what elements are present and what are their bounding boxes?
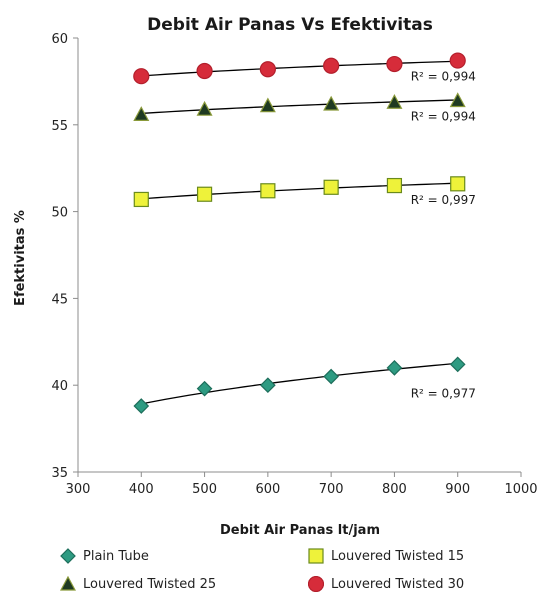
legend-label: Plain Tube	[83, 548, 149, 564]
y-tick-label: 60	[51, 32, 68, 47]
trendline	[141, 99, 458, 115]
trendline	[141, 60, 458, 77]
x-axis-label: Debit Air Panas lt/jam	[220, 523, 380, 538]
legend-marker-shape	[308, 548, 324, 564]
data-point-triangle	[259, 97, 276, 113]
legend-marker-shape	[60, 576, 76, 591]
trendline	[141, 362, 458, 405]
y-tick-label: 35	[51, 466, 68, 481]
legend-item: Louvered Twisted 25	[60, 576, 216, 592]
legend-label: Louvered Twisted 30	[331, 576, 465, 592]
legend-marker-shape	[60, 548, 76, 564]
data-point-circle	[196, 62, 213, 80]
data-point-triangle	[449, 92, 466, 108]
chart-title: Debit Air Panas Vs Efektivitas	[147, 15, 433, 35]
x-tick-label: 600	[255, 482, 280, 497]
data-point-triangle	[196, 100, 213, 116]
x-tick-label: 400	[129, 482, 154, 497]
y-tick-label: 45	[51, 292, 68, 307]
legend-label: Louvered Twisted 15	[331, 548, 465, 564]
trendlines	[141, 60, 458, 405]
legend-marker	[308, 548, 324, 564]
y-tick-label: 50	[51, 206, 68, 221]
y-axis-label: Efektivitas %	[13, 210, 28, 306]
data-point-diamond	[386, 359, 403, 376]
data-point-circle	[259, 61, 276, 78]
x-tick-label: 300	[66, 482, 91, 497]
r-squared-label: R² = 0,994	[411, 70, 476, 84]
data-point-triangle	[323, 95, 340, 111]
data-point-circle	[323, 57, 340, 74]
data-point-diamond	[323, 368, 339, 385]
legend-item: Plain Tube	[60, 548, 149, 564]
markers	[133, 52, 466, 414]
data-point-square	[196, 186, 213, 202]
data-point-diamond	[196, 380, 213, 397]
r-squared-label: R² = 0,997	[411, 193, 476, 207]
data-point-triangle	[386, 93, 403, 109]
data-point-diamond	[449, 356, 466, 373]
x-tick-label: 1000	[504, 482, 537, 497]
legend-label: Louvered Twisted 25	[83, 576, 217, 592]
legend-marker	[60, 548, 76, 564]
legend-item: Louvered Twisted 15	[308, 548, 464, 564]
data-point-diamond	[260, 377, 276, 394]
legend-marker	[60, 576, 76, 591]
trendline	[141, 182, 458, 200]
axes: 300 400 500 600 700 800 900 1000 35 40 45 50 55 60	[51, 32, 537, 497]
data-point-square	[323, 179, 339, 195]
data-point-circle	[449, 52, 466, 69]
data-point-square	[260, 183, 276, 199]
y-tick-label: 55	[51, 119, 68, 134]
x-tick-label: 900	[445, 482, 470, 497]
data-point-diamond	[133, 398, 150, 414]
data-point-triangle	[133, 106, 150, 121]
x-tick-label: 700	[319, 482, 344, 497]
data-point-circle	[386, 55, 403, 73]
legend-marker	[308, 576, 324, 592]
r2-labels: R² = 0,977 R² = 0,997 R² = 0,994 R² = 0,994	[411, 70, 476, 401]
r-squared-label: R² = 0,994	[411, 109, 476, 123]
legend-marker-shape	[308, 576, 324, 592]
data-point-square	[133, 191, 149, 208]
y-tick-label: 40	[51, 379, 68, 394]
legend-item: Louvered Twisted 30	[308, 576, 464, 592]
x-tick-label: 800	[382, 482, 407, 497]
legend: Plain Tube Louvered Twisted 15 Louvered Tw…	[60, 548, 540, 596]
data-point-square	[386, 177, 403, 194]
r-squared-label: R² = 0,977	[411, 386, 476, 400]
data-point-circle	[133, 68, 150, 85]
x-tick-label: 500	[192, 482, 217, 497]
data-point-square	[450, 176, 466, 192]
